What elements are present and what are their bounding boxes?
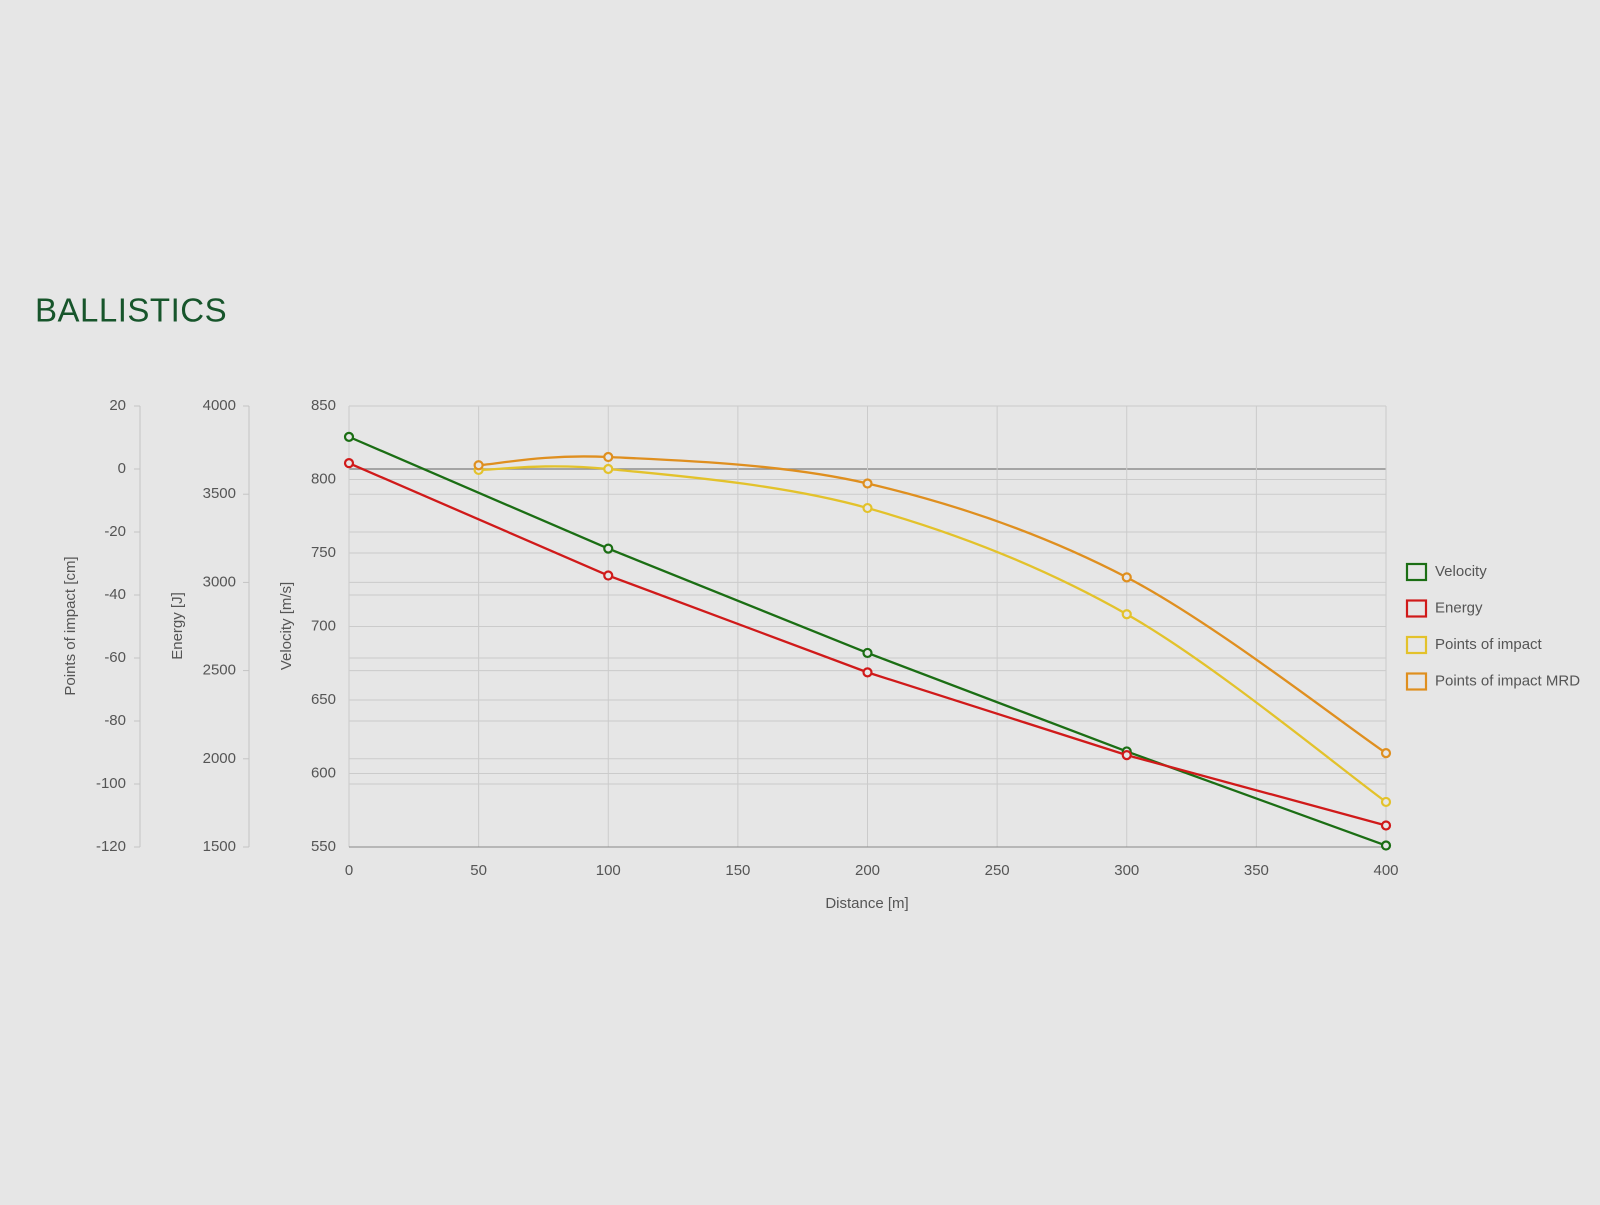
- data-point: [1121, 749, 1132, 761]
- data-point: [1380, 820, 1392, 831]
- data-point: [862, 647, 873, 659]
- x-tick-label: 150: [725, 862, 750, 879]
- y-tick-label: 2500: [203, 662, 236, 679]
- y2-axis-title: Energy [J]: [169, 592, 186, 660]
- y-tick-label: 850: [311, 397, 336, 414]
- x-tick-label: 350: [1244, 862, 1269, 879]
- y3-axis-title: Points of impact [cm]: [62, 556, 79, 695]
- y-tick-label: -20: [104, 523, 126, 540]
- y-tick-label: 0: [118, 460, 126, 477]
- data-point: [603, 463, 614, 475]
- y-tick-label: 700: [311, 617, 336, 634]
- legend-swatch: [1405, 562, 1428, 582]
- y-tick-label: -40: [104, 586, 126, 603]
- y-tick-label: -120: [96, 838, 126, 855]
- legend-swatch: [1405, 599, 1428, 618]
- data-point: [1121, 609, 1132, 620]
- y-tick-label: -60: [104, 649, 126, 666]
- data-point: [603, 570, 614, 581]
- x-tick-label: 250: [985, 862, 1010, 879]
- y-tick-label: -80: [104, 712, 126, 729]
- legend-label: Points of impact MRD: [1435, 672, 1580, 689]
- y-tick-label: 3000: [203, 573, 236, 590]
- y-tick-label: 800: [311, 470, 336, 487]
- x-axis-title: Distance [m]: [825, 895, 908, 912]
- y-tick-label: 550: [311, 838, 336, 855]
- y-tick-label: 600: [311, 764, 336, 781]
- y-tick-label: 4000: [203, 397, 236, 414]
- chart-title: BALLISTICS: [35, 292, 227, 329]
- legend-label: Velocity: [1435, 563, 1487, 580]
- data-point: [1380, 840, 1392, 851]
- data-point: [1380, 748, 1392, 759]
- series-line: [478, 455, 1387, 755]
- y-tick-label: 1500: [203, 838, 236, 855]
- y-tick-label: 650: [311, 691, 336, 708]
- x-tick-label: 300: [1114, 862, 1139, 879]
- y-tick-label: 750: [311, 544, 336, 561]
- data-point: [603, 451, 614, 463]
- data-point: [1121, 572, 1132, 583]
- y-tick-label: 3500: [203, 485, 236, 502]
- series-line: [478, 465, 1387, 803]
- data-point: [343, 431, 355, 442]
- legend-label: Points of impact: [1435, 636, 1543, 653]
- data-point: [343, 458, 355, 469]
- data-point: [862, 502, 873, 514]
- y-axis-title: Velocity [m/s]: [278, 582, 295, 670]
- x-tick-label: 0: [345, 862, 353, 879]
- x-tick-label: 50: [470, 862, 487, 879]
- y-tick-label: 20: [109, 397, 126, 414]
- legend-swatch: [1405, 635, 1428, 655]
- data-point: [603, 543, 614, 554]
- y-tick-label: 2000: [203, 750, 236, 767]
- legend-swatch: [1405, 672, 1428, 691]
- data-point: [862, 478, 873, 489]
- data-point: [1380, 796, 1392, 808]
- data-point: [473, 460, 484, 471]
- x-tick-label: 200: [855, 862, 880, 879]
- data-point: [862, 667, 873, 678]
- y-tick-label: -100: [96, 775, 126, 792]
- legend-label: Energy: [1435, 599, 1483, 616]
- x-tick-label: 100: [596, 862, 621, 879]
- x-tick-label: 400: [1373, 862, 1398, 879]
